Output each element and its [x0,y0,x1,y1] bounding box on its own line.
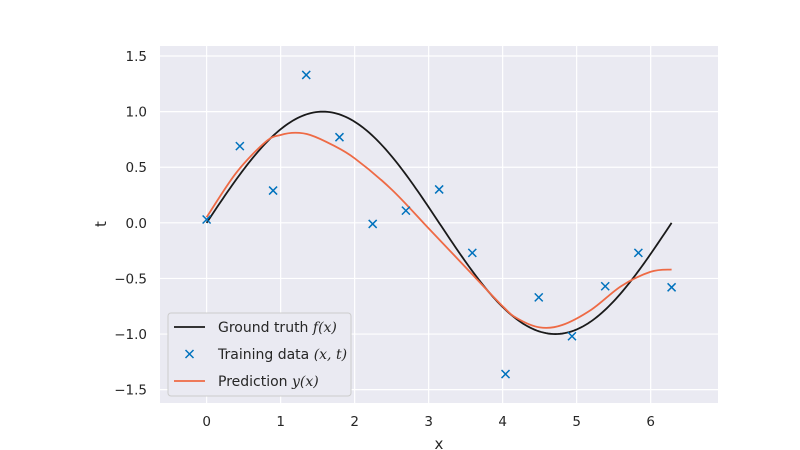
y-tick-label: −0.5 [114,271,147,287]
y-tick-label: 1.5 [126,49,147,65]
y-tick-label: −1.0 [114,327,147,343]
y-tick-labels: −1.5 −1.0 −0.5 0.0 0.5 1.0 1.5 [114,49,147,399]
x-tick-label: 4 [498,414,507,430]
training-point [467,248,477,258]
training-point [301,70,311,80]
x-tick-label: 1 [276,414,285,430]
training-point [633,248,643,258]
training-point [334,132,344,142]
legend-entry-training-data: Training data (x, t) [184,347,347,363]
y-axis-label: t [92,221,110,227]
training-point [368,219,378,229]
training-point [235,141,245,151]
y-tick-label: 0.5 [126,160,147,176]
x-tick-label: 3 [424,414,433,430]
training-point [600,281,610,291]
x-tick-label: 5 [572,414,581,430]
training-point [567,331,577,341]
x-tick-label: 2 [350,414,359,430]
legend: Ground truth f(x) Training data (x, t) P… [167,312,352,397]
y-tick-label: 0.0 [126,216,147,232]
training-point [501,369,511,379]
training-point [268,186,278,196]
y-tick-label: −1.5 [114,383,147,399]
legend-label-training-data: Training data (x, t) [217,347,347,363]
training-point [667,282,677,292]
training-point [202,214,212,225]
legend-entry-prediction: Prediction y(x) [174,374,319,390]
prediction-line [205,131,672,329]
training-point [434,184,444,194]
x-tick-label: 6 [646,414,655,430]
x-tick-label: 0 [202,414,211,430]
training-point [401,206,411,216]
x-gridlines [206,46,652,403]
legend-entry-ground-truth: Ground truth f(x) [174,320,337,336]
legend-box [167,312,352,397]
training-point [534,292,544,302]
x-tick-labels: 0 1 2 3 4 5 6 [202,414,655,430]
x-axis-label: x [435,435,444,450]
training-points [202,70,677,379]
legend-label-prediction: Prediction y(x) [218,374,319,390]
legend-swatch-training-data [184,349,195,359]
ground-truth-line [205,110,673,335]
y-tick-label: 1.0 [126,105,147,121]
legend-label-ground-truth: Ground truth f(x) [218,320,337,336]
